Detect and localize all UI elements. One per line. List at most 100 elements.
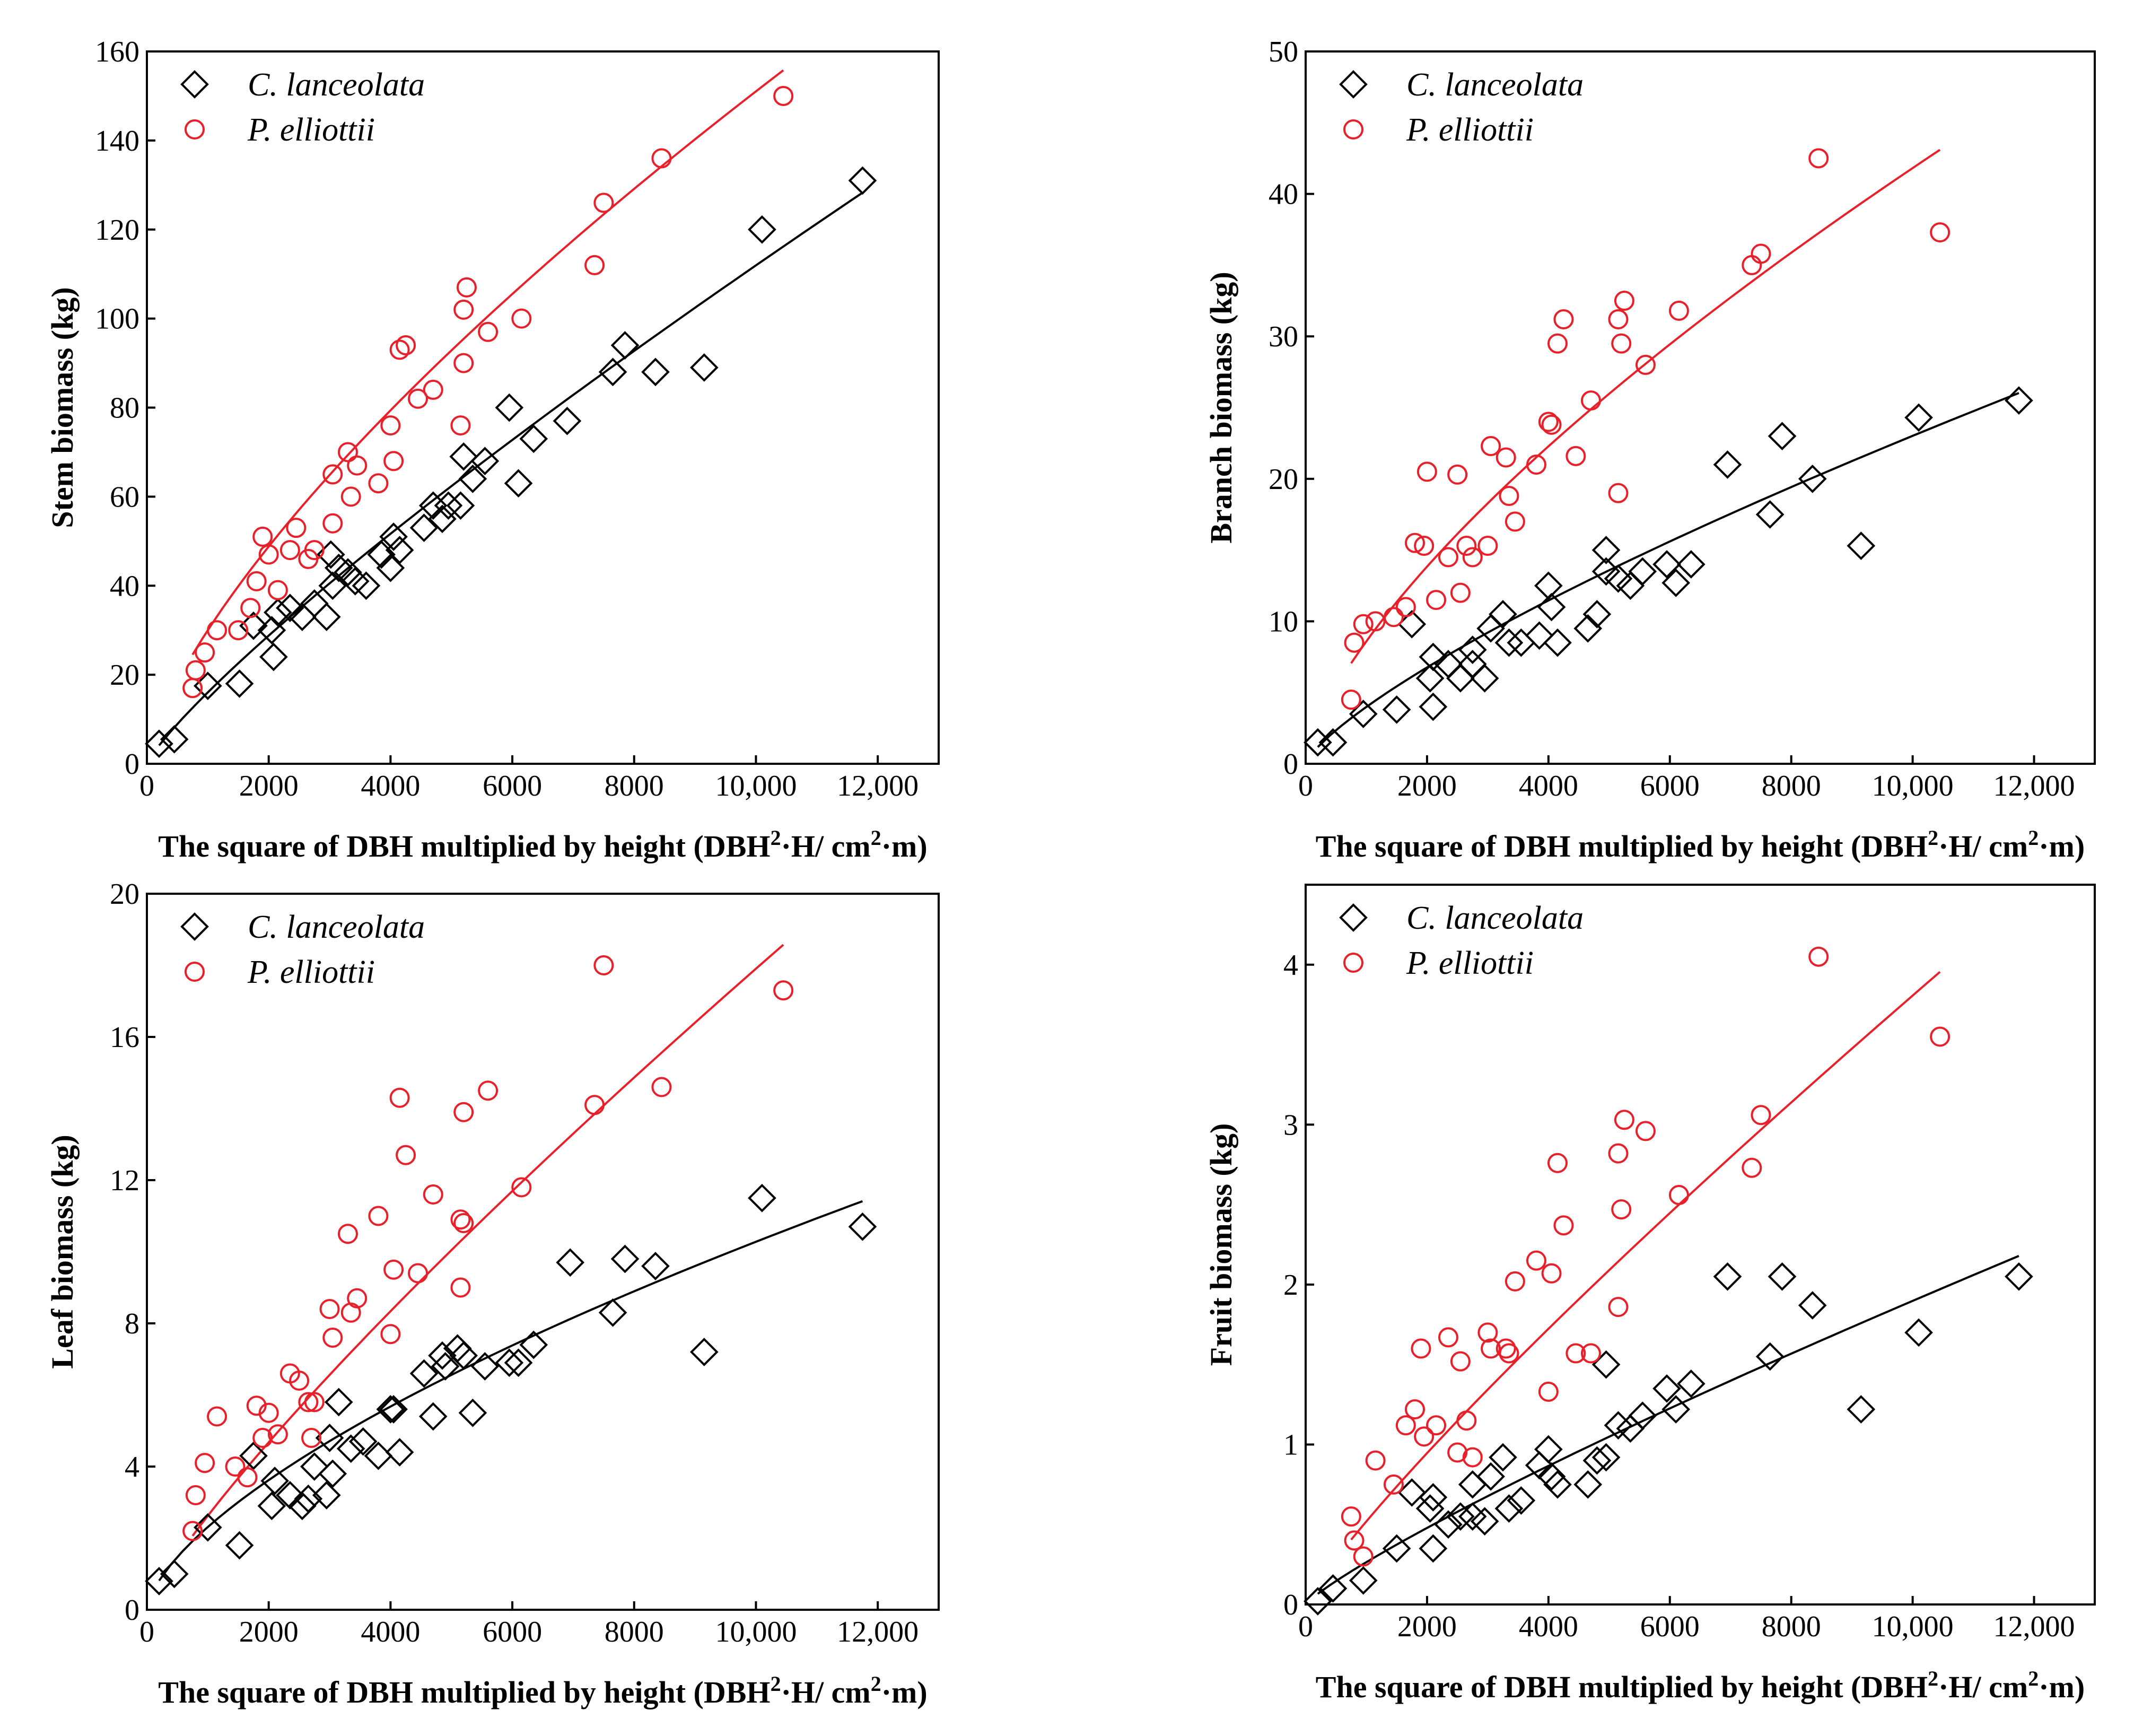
x-axis-label-part: ·H/ cm (781, 1675, 871, 1709)
point-p-elliottii (182, 1521, 203, 1541)
point-p-elliottii (322, 1328, 343, 1348)
fit-line-p-elliottii (191, 69, 784, 656)
point-c-lanceolata (418, 1402, 448, 1431)
point-p-elliottii (1450, 1351, 1471, 1372)
x-axis-label-part: 2 (1928, 826, 1938, 850)
point-c-lanceolata (379, 522, 408, 551)
point-c-lanceolata (495, 393, 524, 422)
point-c-lanceolata (1458, 1470, 1487, 1499)
point-c-lanceolata (1419, 692, 1448, 721)
point-p-elliottii (593, 955, 614, 975)
point-c-lanceolata (1591, 1443, 1621, 1472)
x-tick-label: 10,000 (1872, 1610, 1954, 1643)
point-c-lanceolata (434, 491, 463, 520)
point-c-lanceolata (225, 669, 254, 698)
y-tick-label: 60 (110, 481, 139, 513)
point-c-lanceolata (470, 447, 500, 476)
x-axis-label-part: ·m) (2039, 1670, 2085, 1704)
point-p-elliottii (1614, 291, 1634, 311)
point-p-elliottii (1414, 1426, 1435, 1447)
point-c-lanceolata (1537, 592, 1566, 622)
point-p-elliottii (1580, 390, 1601, 411)
point-p-elliottii (304, 1392, 325, 1412)
point-p-elliottii (450, 1209, 471, 1230)
point-c-lanceolata (1534, 571, 1563, 600)
legend-marker-p-elliottii (185, 962, 205, 982)
x-axis-label-part: 2 (871, 826, 881, 850)
x-tick-label: 12,000 (1993, 770, 2075, 802)
point-p-elliottii (1477, 536, 1498, 556)
point-c-lanceolata (553, 406, 582, 435)
y-tick-label: 20 (110, 878, 139, 911)
point-c-lanceolata (690, 1338, 719, 1366)
point-p-elliottii (322, 513, 343, 534)
point-c-lanceolata (1476, 614, 1505, 643)
x-tick-label: 12,000 (1993, 1610, 2075, 1643)
point-p-elliottii (1541, 1263, 1562, 1284)
point-p-elliottii (1808, 148, 1829, 169)
fit-line-p-elliottii (1350, 971, 1941, 1541)
point-p-elliottii (511, 1177, 532, 1198)
x-tick-label: 8000 (1762, 770, 1821, 802)
point-c-lanceolata (259, 642, 288, 671)
point-p-elliottii (450, 1277, 471, 1298)
point-c-lanceolata (1458, 635, 1487, 664)
point-p-elliottii (1383, 1474, 1404, 1495)
point-p-elliottii (423, 1184, 443, 1205)
point-c-lanceolata (519, 424, 548, 453)
point-p-elliottii (389, 339, 410, 360)
point-p-elliottii (1538, 1381, 1559, 1402)
point-c-lanceolata (1543, 628, 1572, 657)
plot-frame (146, 893, 940, 1611)
point-c-lanceolata (470, 1352, 500, 1381)
point-p-elliottii (1456, 536, 1477, 556)
point-c-lanceolata (312, 1481, 341, 1510)
point-p-elliottii (593, 193, 614, 213)
point-c-lanceolata (848, 1212, 877, 1241)
point-p-elliottii (1808, 946, 1829, 967)
point-c-lanceolata (379, 1395, 408, 1424)
point-p-elliottii (1499, 486, 1519, 507)
point-c-lanceolata (409, 1359, 439, 1388)
legend-label-p-elliottii: P. elliottii (1406, 945, 1534, 981)
x-tick-label: 4000 (1519, 1610, 1578, 1643)
point-c-lanceolata (1470, 664, 1499, 693)
y-tick-label: 20 (110, 659, 139, 692)
point-p-elliottii (1426, 590, 1447, 610)
point-c-lanceolata (1543, 1470, 1572, 1499)
point-c-lanceolata (641, 1252, 670, 1280)
point-c-lanceolata (449, 1341, 478, 1370)
y-tick-label: 40 (1269, 178, 1298, 211)
point-p-elliottii (389, 1087, 410, 1108)
point-c-lanceolata (446, 491, 475, 520)
point-p-elliottii (1547, 333, 1568, 354)
point-p-elliottii (1614, 1110, 1634, 1130)
panel-stem: 0 2000 4000 6000 8000 10,000 12,000 0 20 40 60 80 10… (45, 36, 940, 863)
point-c-lanceolata (334, 558, 362, 587)
point-c-lanceolata (1755, 500, 1785, 529)
y-tick-label: 3 (1283, 1109, 1298, 1141)
point-p-elliottii (1477, 1322, 1498, 1343)
y-tick-label: 140 (95, 125, 139, 158)
point-p-elliottii (252, 526, 273, 547)
y-tick-label: 30 (1269, 320, 1298, 353)
x-axis-label-part: ·H/ cm (781, 829, 871, 863)
y-tick-label: 0 (1283, 1589, 1298, 1621)
point-c-lanceolata (315, 1424, 344, 1452)
point-p-elliottii (246, 1395, 267, 1416)
y-tick-label: 2 (1283, 1269, 1298, 1302)
point-c-lanceolata (1494, 1494, 1524, 1523)
point-c-lanceolata (1415, 664, 1445, 693)
point-c-lanceolata (1304, 1587, 1332, 1616)
point-p-elliottii (396, 335, 416, 355)
point-p-elliottii (1450, 582, 1471, 603)
point-c-lanceolata (145, 729, 173, 758)
point-p-elliottii (1481, 436, 1501, 457)
legend-marker-p-elliottii (185, 119, 205, 139)
point-p-elliottii (1481, 1338, 1501, 1359)
legend-label-c-lanceolata: C. lanceolata (1406, 67, 1584, 103)
point-c-lanceolata (324, 1388, 353, 1417)
point-p-elliottii (182, 678, 203, 699)
x-tick-label: 12,000 (837, 770, 919, 802)
point-c-lanceolata (336, 1434, 365, 1463)
